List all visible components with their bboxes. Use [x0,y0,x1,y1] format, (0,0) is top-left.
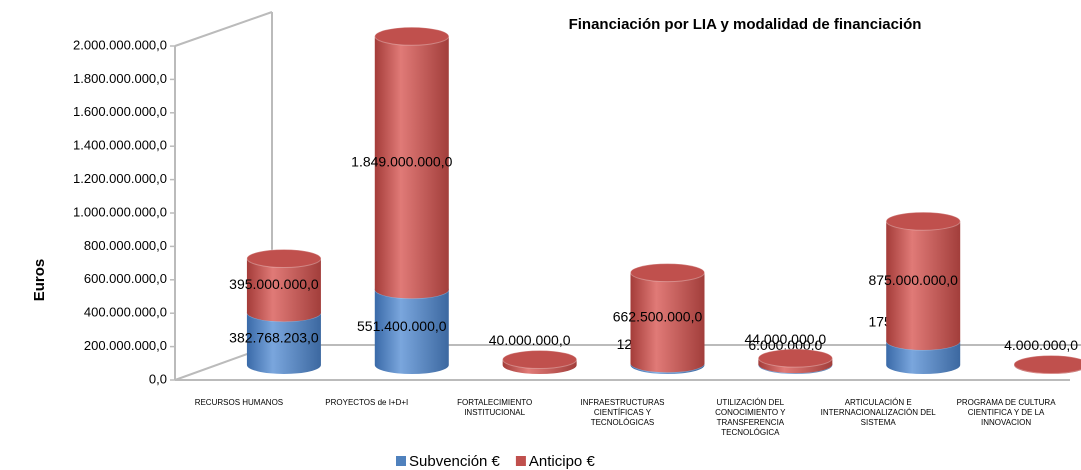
bar-segment [246,258,321,322]
legend-swatch [515,456,526,466]
bar-cap [374,26,450,46]
data-label: 40.000.000,0 [489,332,571,348]
y-tick-label: 200.000.000,0 [84,338,167,353]
data-label: 662.500.000,0 [613,309,703,325]
bar-cap [246,248,322,268]
y-tick-label: 1.200.000.000,0 [73,171,167,186]
data-label: 6.000.000,0 [748,337,822,353]
x-tick-label: PROGRAMA DE CULTURA CIENTIFICA Y DE LA I… [956,398,1056,427]
x-tick-label: RECURSOS HUMANOS [194,398,284,407]
legend-label: Subvención € [409,453,501,470]
x-tick-label: PROYECTOS de I+D+I [325,398,409,407]
data-label: 44.000.000,0 [744,331,826,347]
y-tick-label: 1.600.000.000,0 [73,104,167,119]
bar-segment [886,341,961,374]
bar-cap [1013,354,1081,374]
data-label: 551.400.000,0 [357,318,447,334]
legend-swatch [396,456,406,466]
bar-segment [886,221,961,351]
y-axis-title: Euros [31,259,48,302]
bar-segment [374,289,449,374]
y-tick-label: 600.000.000,0 [84,271,167,286]
data-label: 1.849.000.000,0 [351,154,452,170]
x-tick-label: INFRAESTRUCTURAS CIENTÍFICAS Y TECNOLÓGI… [580,398,665,427]
x-tick-label: ARTICULACIÓN E INTERNACIONALIZACIÓN DEL … [820,398,936,427]
y-tick-label: 800.000.000,0 [84,238,167,253]
bar-cap [757,348,833,368]
data-label: 4.000.000,0 [1004,337,1078,353]
chart-title: Financiación por LIA y modalidad de fina… [569,16,922,33]
x-tick-label: UTILIZACIÓN DEL CONOCIMIENTO Y TRANSFERE… [715,398,786,437]
y-tick-label: 0,0 [149,371,167,386]
bar-cap [502,350,578,370]
legend-label: Anticipo € [529,453,596,470]
bar-segment [374,36,449,299]
data-label: 395.000.000,0 [229,276,319,292]
y-tick-label: 2.000.000.000,0 [73,37,167,52]
y-tick-label: 1.000.000.000,0 [73,204,167,219]
data-label: 382.768.203,0 [229,329,319,345]
y-tick-label: 400.000.000,0 [84,305,167,320]
bar-cap [630,263,705,283]
y-tick-label: 1.800.000.000,0 [73,71,167,86]
bar-segment [630,272,705,373]
x-tick-label: FORTALECIMIENTO INSTITUCIONAL [457,398,533,417]
bar-cap [885,211,961,231]
bar-segment [246,312,321,374]
y-tick-label: 1.400.000.000,0 [73,138,167,153]
data-label: 875.000.000,0 [868,272,958,288]
